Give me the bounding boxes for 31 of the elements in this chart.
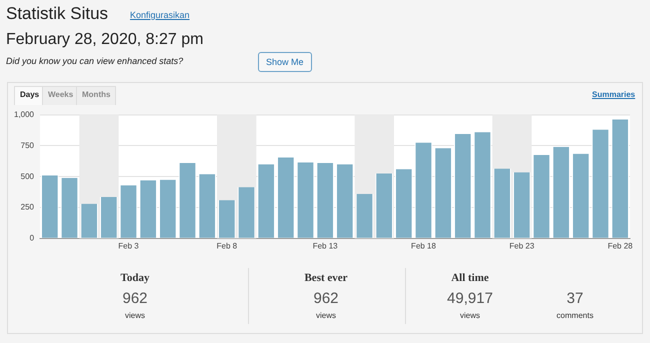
y-tick-label: 500 bbox=[20, 172, 35, 181]
chart-subtitle: February 28, 2020, 8:27 pm bbox=[6, 31, 204, 49]
text: Did you know you can view enhanced stats? bbox=[6, 56, 184, 66]
text: views bbox=[458, 311, 481, 320]
y-tick-label: 250 bbox=[20, 202, 35, 212]
text: Best ever bbox=[303, 272, 349, 284]
text: views bbox=[124, 311, 146, 320]
x-tick-label: Feb 28 bbox=[608, 241, 634, 250]
text: 962 bbox=[121, 290, 149, 307]
text: 49,917 bbox=[446, 290, 494, 307]
x-tick-label: Feb 13 bbox=[312, 241, 338, 250]
text: Months bbox=[76, 86, 116, 105]
text: 37 bbox=[566, 290, 584, 307]
text: 962 bbox=[312, 290, 340, 307]
text: All time bbox=[450, 272, 490, 284]
x-tick-label: Feb 18 bbox=[411, 241, 437, 250]
x-tick-label: Feb 23 bbox=[509, 241, 535, 250]
text: Show Me bbox=[258, 52, 312, 72]
text: Summaries bbox=[592, 90, 636, 99]
y-tick-label: 750 bbox=[20, 140, 35, 150]
x-tick-label: Feb 3 bbox=[118, 241, 140, 250]
y-tick-label: 0 bbox=[30, 234, 35, 243]
y-tick-label: 1,000 bbox=[14, 110, 35, 120]
text: views bbox=[314, 311, 337, 320]
text: Konfigurasikan bbox=[130, 10, 190, 20]
chart-title: Statistik Situs bbox=[6, 4, 108, 24]
text: Days bbox=[14, 86, 46, 105]
text: Weeks bbox=[42, 86, 80, 105]
x-tick-label: Feb 8 bbox=[216, 241, 238, 250]
text: Today bbox=[120, 272, 150, 284]
text: comments bbox=[556, 311, 594, 320]
